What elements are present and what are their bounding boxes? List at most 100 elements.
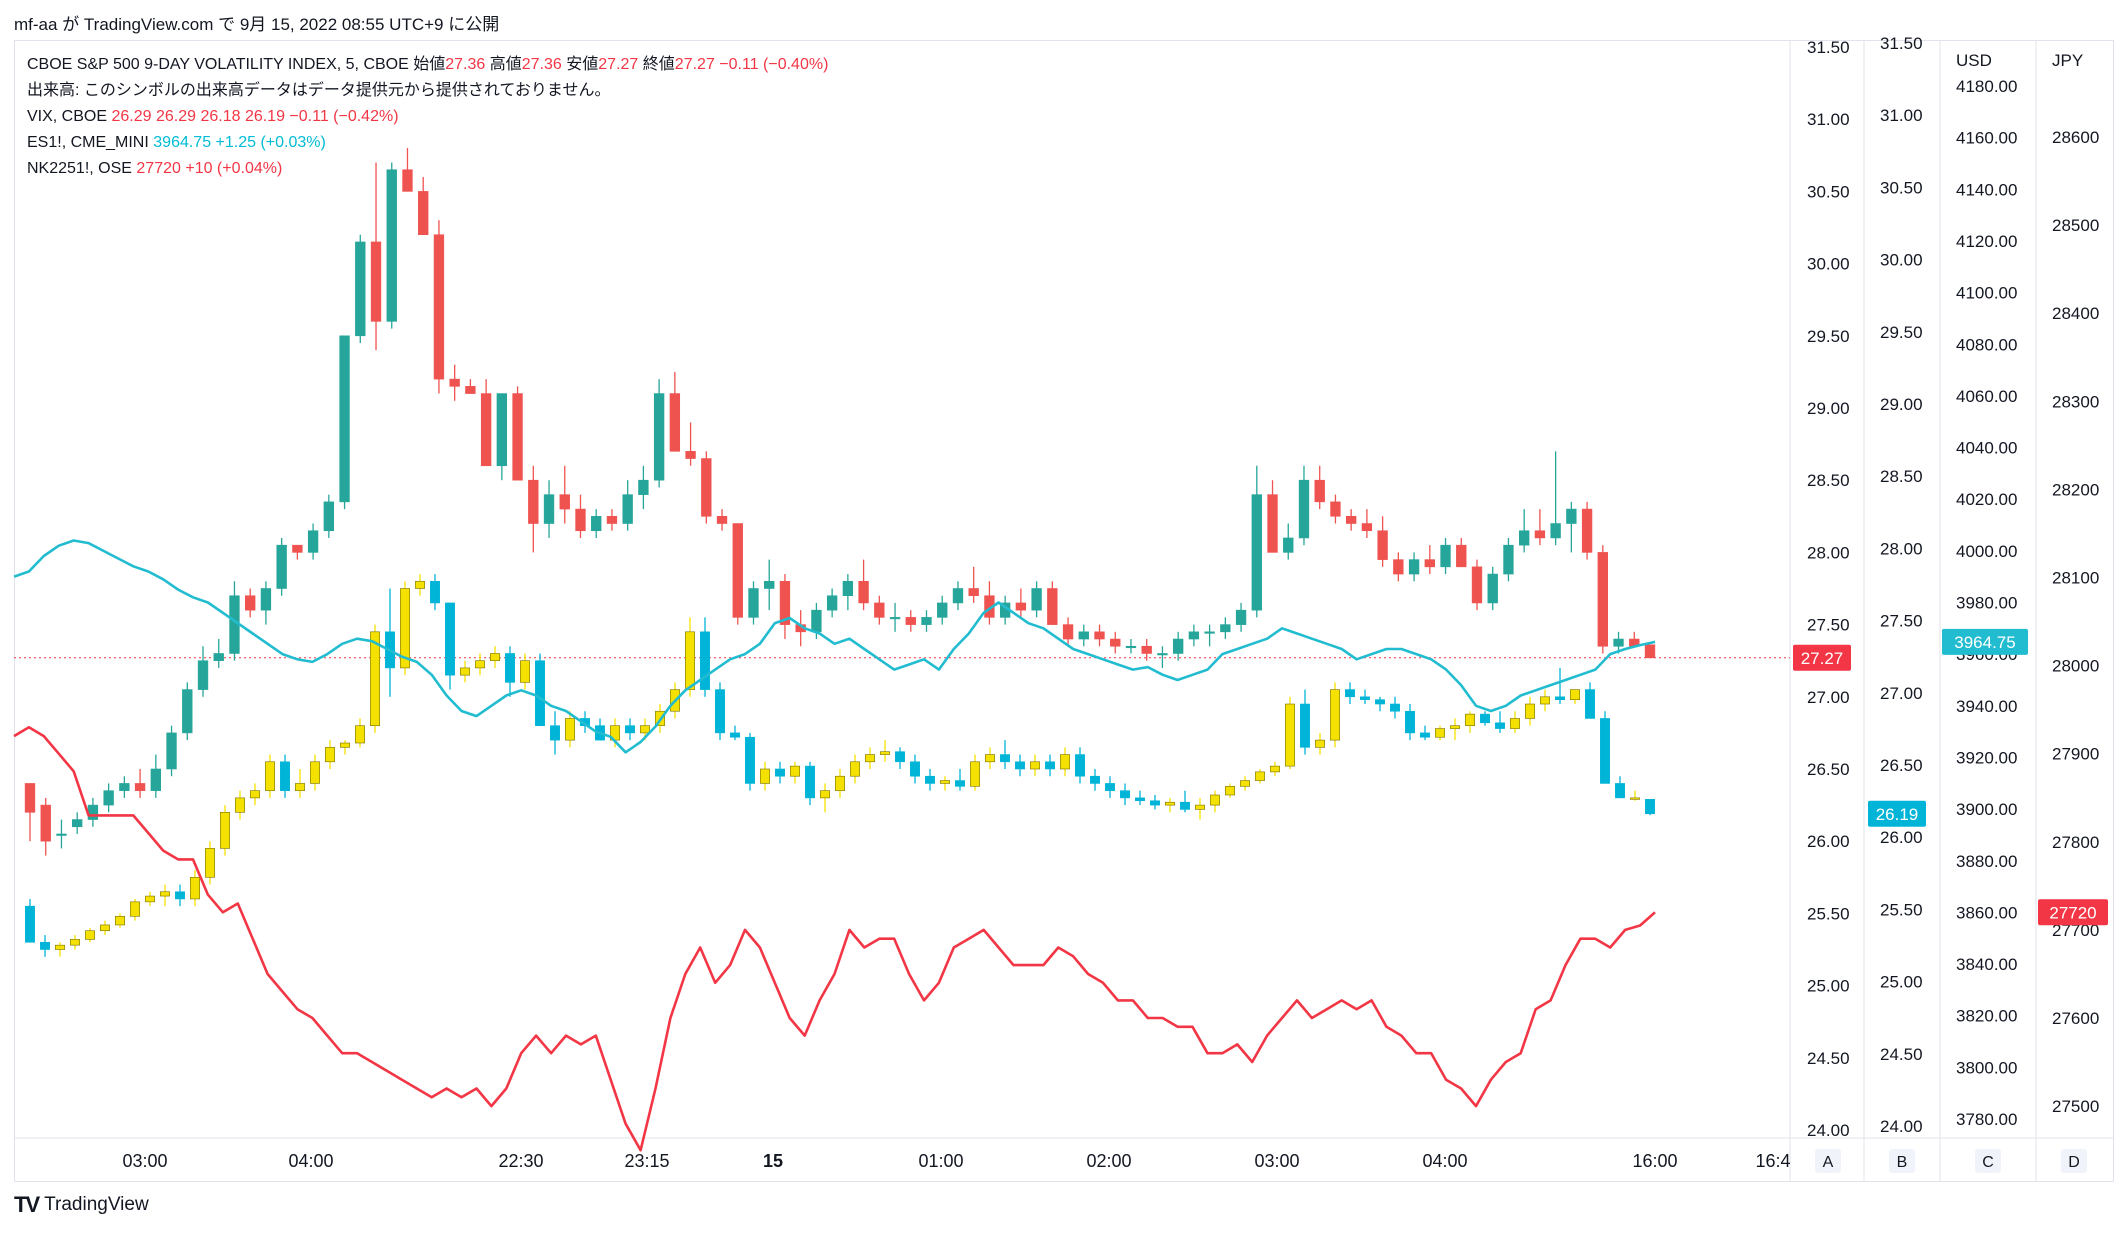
vix9d-candle[interactable] [528,479,539,524]
vix9d-candle[interactable] [40,804,51,842]
vix-candle[interactable] [535,660,545,726]
vix-candle[interactable] [265,761,275,791]
vix9d-candle[interactable] [952,588,964,604]
vix9d-candle[interactable] [1503,544,1514,575]
vix9d-candle[interactable] [355,241,366,337]
vix9d-candle[interactable] [134,783,146,791]
vix-candle[interactable] [1240,780,1250,787]
vix9d-candle[interactable] [213,653,224,661]
vix9d-candle[interactable] [653,393,665,481]
vix-candle[interactable] [685,631,695,690]
vix-candle[interactable] [970,761,980,787]
vix-candle[interactable] [355,725,365,744]
vix9d-candle[interactable] [182,689,193,734]
vix9d-candle[interactable] [968,588,979,597]
vix9d-candle[interactable] [150,768,162,791]
vix-candle[interactable] [295,783,305,791]
vix-candle[interactable] [715,689,725,734]
vix-candle[interactable] [1045,761,1055,770]
vix-candle[interactable] [910,761,920,777]
vix9d-candle[interactable] [197,660,209,690]
vix-candle[interactable] [775,768,785,777]
vix-candle[interactable] [55,944,65,950]
vix9d-candle[interactable] [370,241,382,322]
vix-candle[interactable] [1330,689,1340,741]
vix-candle[interactable] [100,924,110,932]
vix9d-candle[interactable] [1424,559,1435,568]
legend-nk[interactable]: NK2251!, OSE 27720 +10 (+0.04%) [27,156,828,182]
vix9d-candle[interactable] [72,819,83,828]
scale-letter-box[interactable] [1975,1149,2001,1173]
scale-letter-box[interactable] [1815,1149,1841,1173]
vix9d-candle[interactable] [543,494,555,524]
vix-candle[interactable] [325,747,335,763]
vix-candle[interactable] [340,742,350,748]
vix-candle[interactable] [1225,786,1235,796]
vix-candle[interactable] [370,631,380,726]
vix9d-candle[interactable] [260,588,272,611]
vix-candle[interactable] [700,631,710,690]
vix-candle[interactable] [790,765,800,777]
vix9d-candle[interactable] [512,393,523,481]
vix9d-candle[interactable] [1377,530,1388,560]
vix9d-candle[interactable] [1440,544,1451,568]
vix9d-candle[interactable] [103,790,114,806]
vix9d-candle[interactable] [1566,508,1577,524]
vix9d-candle[interactable] [1188,631,1200,640]
vix-candle[interactable] [70,939,80,946]
vix-candle[interactable] [1465,713,1475,726]
vix9d-candle[interactable] [1172,638,1184,654]
vix9d-candle[interactable] [1314,479,1325,503]
vix-candle[interactable] [1525,703,1535,719]
vix-candle[interactable] [490,653,500,661]
vix-candle[interactable] [1180,801,1190,810]
es-line[interactable] [13,539,1656,754]
nk-line[interactable] [13,725,1656,1152]
vix9d-candle[interactable] [1157,653,1168,656]
vix-candle[interactable] [1105,783,1115,791]
vix-candle[interactable] [400,588,410,669]
vix9d-candle[interactable] [1031,588,1042,611]
vix-candle[interactable] [1480,713,1490,724]
vix-candle[interactable] [1435,728,1445,738]
vix-candle[interactable] [1450,725,1460,729]
vix9d-candle[interactable] [245,595,256,611]
vix-candle[interactable] [850,761,860,777]
vix-candle[interactable] [865,754,875,763]
vix-candle[interactable] [40,941,50,950]
vix-candle[interactable] [1555,696,1565,700]
vix-candle[interactable] [1510,718,1520,729]
vix-candle[interactable] [250,790,260,799]
vix-candle[interactable] [820,790,830,799]
vix-candle[interactable] [895,751,905,763]
vix9d-candle[interactable] [1613,638,1624,647]
vix9d-candle[interactable] [1047,588,1058,625]
vix-candle[interactable] [1645,799,1655,815]
vix9d-candle[interactable] [669,393,681,452]
vix-candle[interactable] [280,761,290,791]
vix-candle[interactable] [730,732,740,738]
vix9d-candle[interactable] [1456,544,1467,568]
vix-candle[interactable] [1285,703,1295,767]
vix9d-candle[interactable] [732,523,743,618]
vix9d-candle[interactable] [937,602,948,618]
vix9d-candle[interactable] [87,804,99,820]
vix9d-candle[interactable] [874,602,885,618]
vix9d-candle[interactable] [701,458,712,517]
vix-candle[interactable] [1000,754,1010,763]
author[interactable]: mf-aa [14,15,58,34]
vix9d-candle[interactable] [1298,479,1310,539]
vix9d-candle[interactable] [56,833,67,836]
vix-candle[interactable] [1120,790,1130,799]
vix9d-candle[interactable] [764,580,775,589]
vix9d-candle[interactable] [826,595,838,611]
vix-candle[interactable] [505,653,515,683]
vix9d-candle[interactable] [1094,631,1105,640]
vix9d-candle[interactable] [292,544,303,553]
vix-candle[interactable] [805,765,815,799]
vix-candle[interactable] [1150,800,1160,806]
vix9d-candle[interactable] [1235,609,1247,625]
vix-candle[interactable] [565,718,575,741]
vix-candle[interactable] [445,602,455,676]
legend-es[interactable]: ES1!, CME_MINI 3964.75 +1.25 (+0.03%) [27,130,828,156]
